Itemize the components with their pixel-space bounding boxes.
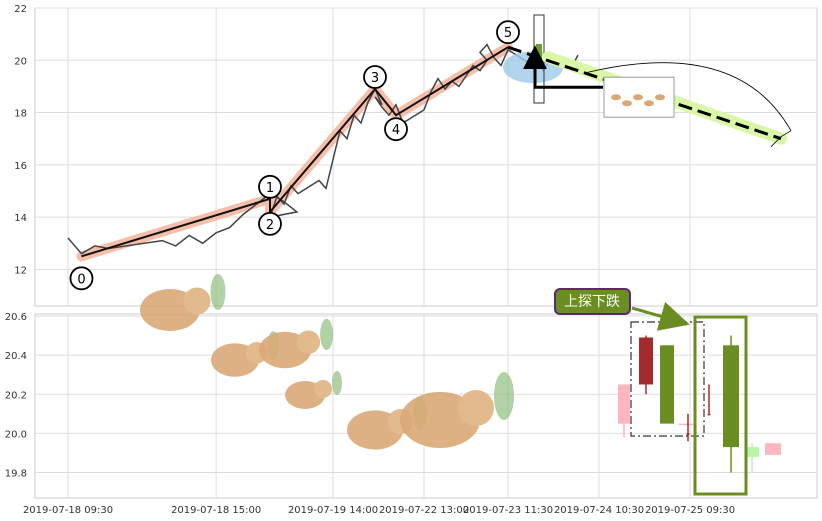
peak-candle <box>536 44 542 66</box>
wave-point-marker <box>69 266 94 291</box>
dog-racket <box>320 318 334 350</box>
y-tick-label: 14 <box>14 213 27 224</box>
annotation-text: 上探下跌 <box>564 294 620 310</box>
x-tick-label: 2019-07-25 09:30 <box>645 505 735 516</box>
wave-point-label: 4 <box>392 123 400 138</box>
thumbnail-dog <box>655 94 665 101</box>
thumbnail-dog <box>644 100 654 107</box>
top-y-axis: 12 14 16 18 20 22 <box>14 4 27 276</box>
x-tick-label: 2019-07-19 14:00 <box>288 505 378 516</box>
wave-point-label: 1 <box>266 181 274 196</box>
annotation-arrow <box>631 301 690 331</box>
candle-body <box>679 423 693 426</box>
x-tick-label: 2019-07-22 13:00 <box>379 505 469 516</box>
top-plot-frame <box>34 7 818 307</box>
dog-racket <box>332 371 342 395</box>
y-tick-label: 20.6 <box>5 312 27 323</box>
focus-box <box>693 315 748 496</box>
wave-point-label: 0 <box>77 272 85 287</box>
wave-point-label: 5 <box>504 26 512 41</box>
y-tick-label: 12 <box>14 265 27 276</box>
wave-point-marker <box>384 117 408 142</box>
x-tick-label: 2019-07-18 15:00 <box>171 505 261 516</box>
dog-illustration <box>140 274 514 450</box>
price-chart <box>67 14 792 262</box>
wave-point-label: 3 <box>371 71 379 86</box>
x-tick-label: 2019-07-23 11:30 <box>463 505 553 516</box>
y-tick-label: 20.0 <box>5 429 27 440</box>
bottom-grid <box>35 314 817 498</box>
dog-head <box>296 330 321 354</box>
wave-point-label: 2 <box>266 218 274 233</box>
thumbnail-dog <box>622 100 632 107</box>
candle-body <box>707 413 711 416</box>
wave-point-marker <box>258 211 282 236</box>
wave-point-marker <box>496 20 520 45</box>
bottom-y-axis: 19.8 20.0 20.2 20.4 20.6 <box>5 312 27 480</box>
top-grid <box>35 7 817 306</box>
wave-point-marker <box>363 65 387 89</box>
dog-head <box>458 390 494 426</box>
dog-head <box>314 380 332 398</box>
x-tick-label: 2019-07-24 10:30 <box>554 505 644 516</box>
elbow-arrow <box>523 45 603 89</box>
candle-body <box>686 433 690 435</box>
candle-body <box>765 443 781 455</box>
y-tick-label: 20.4 <box>5 351 27 362</box>
projection-arc-end <box>770 130 792 147</box>
wave-point-marker <box>258 174 282 199</box>
x-tick-label: 2019-07-18 09:30 <box>23 505 113 516</box>
y-tick-label: 19.8 <box>5 469 27 480</box>
y-tick-label: 18 <box>14 109 27 120</box>
dog-racket <box>494 372 514 420</box>
candle-body <box>723 345 739 448</box>
wave-line <box>81 46 509 258</box>
candle-body <box>639 337 653 385</box>
candle-body <box>618 384 630 424</box>
y-tick-label: 16 <box>14 161 27 172</box>
x-axis: 2019-07-18 09:30 2019-07-18 15:00 2019-07-… <box>23 505 735 516</box>
y-tick-label: 22 <box>14 4 27 15</box>
wave-annotations: 0 1 2 3 4 5 <box>69 20 520 291</box>
thumbnail-dog <box>611 94 621 101</box>
annotation-box <box>554 288 631 315</box>
candlestick-chart <box>618 315 781 496</box>
y-tick-label: 20.2 <box>5 390 27 401</box>
price-line <box>67 43 579 255</box>
dog-racket <box>210 274 226 310</box>
projection-arc <box>587 62 792 131</box>
annotation-callout: 上探下跌 <box>554 288 690 331</box>
candle-body <box>660 345 674 424</box>
thumbnail-dog <box>633 94 643 101</box>
candle-body <box>745 447 759 457</box>
dog-head <box>183 287 211 315</box>
y-tick-label: 20 <box>14 56 27 67</box>
